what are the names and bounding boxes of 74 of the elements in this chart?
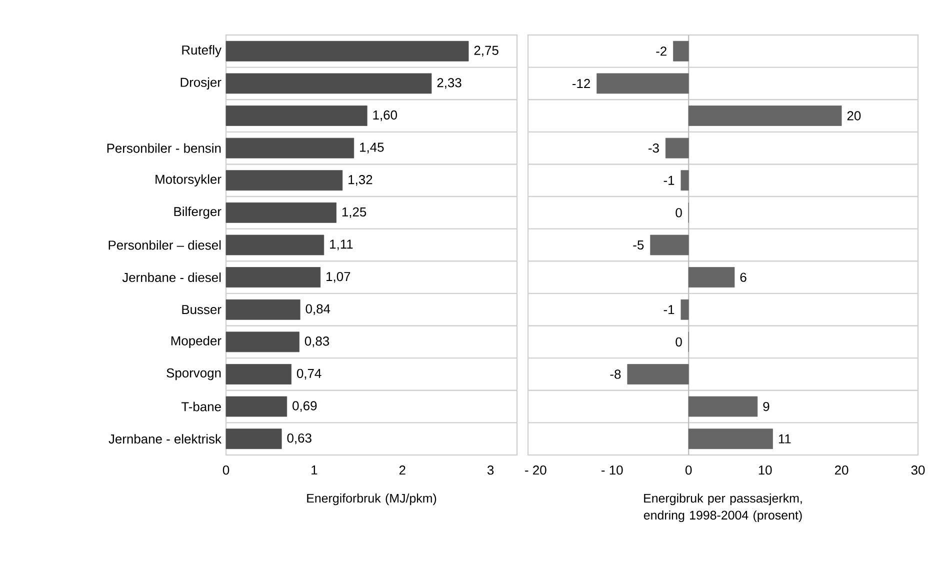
y-tick-label: Bilferger (174, 206, 222, 219)
data-label: 1,32 (348, 175, 372, 186)
bar (226, 332, 300, 352)
y-tick-label: Mopeder (171, 336, 222, 348)
data-label: 11 (778, 434, 791, 444)
data-label: 0,63 (287, 433, 312, 444)
data-label: 20 (847, 111, 861, 120)
x-tick-label: - 20 (525, 466, 546, 475)
x-tick-label: 0 (222, 466, 230, 475)
bar (680, 299, 689, 320)
x-tick-label: 20 (834, 466, 848, 475)
data-label: -5 (633, 240, 644, 250)
bar (673, 40, 689, 62)
bar (688, 396, 758, 417)
bar (226, 234, 324, 256)
bar (226, 170, 343, 191)
data-label: 6 (740, 272, 746, 282)
y-tick-label: Rutefly (182, 45, 222, 58)
data-label: -1 (664, 305, 674, 314)
bar (226, 73, 432, 94)
y-tick-label: Jernbane - elektrisk (108, 434, 222, 444)
data-label: 0,69 (292, 401, 317, 412)
bar (226, 428, 282, 450)
x-tick-label: 3 (487, 466, 494, 475)
data-label: 1,07 (326, 272, 350, 283)
bar (226, 138, 354, 158)
y-tick-label: Drosjer (180, 77, 222, 90)
data-label: -2 (656, 46, 666, 56)
x-tick-label: 2 (399, 466, 406, 475)
bar (688, 267, 735, 288)
data-label: 1,25 (342, 207, 366, 218)
bar (226, 40, 469, 62)
bar (226, 267, 321, 288)
x-tick-label: 1 (312, 466, 318, 474)
y-tick-label: Sporvogn (166, 368, 221, 380)
bar (650, 234, 689, 256)
data-label: 0 (676, 208, 682, 218)
data-label: 0,84 (306, 304, 330, 315)
data-label: 9 (763, 402, 770, 412)
y-tick-label: Personbiler – diesel (108, 240, 221, 250)
data-label: 1,60 (373, 110, 397, 122)
y-tick-label: T-bane (181, 402, 221, 412)
bar (226, 106, 368, 126)
bar (226, 364, 292, 384)
x-tick-label: 0 (685, 466, 692, 475)
x-tick-label: - 10 (602, 466, 623, 475)
data-label: -8 (610, 370, 621, 379)
bar (680, 170, 689, 191)
y-tick-label: Jernbane - diesel (122, 272, 221, 282)
x-axis-title: Energiforbruk (MJ/pkm) (307, 494, 436, 506)
bar (226, 396, 288, 417)
data-label: 2,33 (437, 78, 462, 89)
data-label: 0,83 (304, 336, 330, 348)
bar (665, 138, 689, 158)
data-label: 0 (676, 337, 682, 346)
y-tick-label: Personbiler - bensin (107, 143, 221, 153)
bar (627, 364, 689, 384)
data-label: -3 (648, 143, 659, 153)
x-axis-title: Energibruk per passasjerkm, endring 1998-2004 (prosent) (644, 494, 802, 522)
data-label: 1,45 (360, 142, 384, 154)
y-tick-label: Busser (182, 305, 222, 314)
data-label: -1 (664, 176, 674, 185)
data-label: 0,74 (296, 368, 322, 380)
bar (596, 73, 689, 94)
data-label: -12 (572, 78, 590, 88)
x-tick-label: 30 (911, 466, 925, 475)
bar (226, 202, 336, 223)
data-label: 1,11 (330, 240, 353, 250)
bar (688, 428, 773, 450)
bar (688, 106, 842, 126)
bar (226, 299, 300, 320)
y-tick-label: Motorsykler (156, 174, 222, 186)
data-label: 2,75 (474, 46, 498, 56)
x-tick-label: 10 (758, 466, 772, 475)
